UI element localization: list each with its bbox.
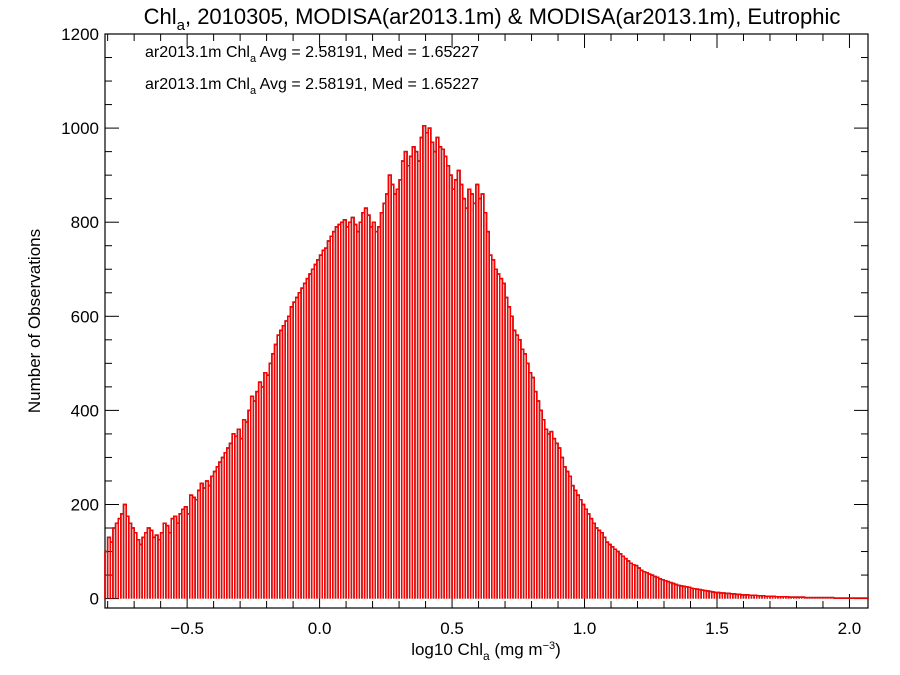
y-tick-label: 0 xyxy=(90,590,99,609)
chart-title: Chla, 2010305, MODISA(ar2013.1m) & MODIS… xyxy=(144,4,841,34)
legend-entry-red: ar2013.1m Chla Avg = 2.58191, Med = 1.65… xyxy=(145,76,479,97)
histogram-series-red xyxy=(104,125,869,599)
x-tick-label: 2.0 xyxy=(838,619,862,638)
x-tick-label: 1.5 xyxy=(705,619,729,638)
x-tick-label: 0.5 xyxy=(440,619,464,638)
plot-frame xyxy=(104,33,869,609)
x-tick-label: 1.0 xyxy=(573,619,597,638)
y-tick-label: 800 xyxy=(71,213,99,232)
x-tick-label: −0.5 xyxy=(170,619,204,638)
x-tick-label: 0.0 xyxy=(308,619,332,638)
y-tick-label: 1000 xyxy=(61,119,99,138)
y-tick-label: 600 xyxy=(71,307,99,326)
y-tick-label: 400 xyxy=(71,401,99,420)
y-tick-labels: 0 200 400 600 800 1000 1200 xyxy=(61,25,99,609)
y-tick-label: 1200 xyxy=(61,25,99,44)
y-tick-label: 200 xyxy=(71,495,99,514)
x-axis-label: log10 Chla (mg m−3) xyxy=(411,640,561,663)
legend-entry-black: ar2013.1m Chla Avg = 2.58191, Med = 1.65… xyxy=(145,44,479,65)
x-tick-labels: −0.5 0.0 0.5 1.0 1.5 2.0 xyxy=(170,619,861,638)
y-axis-label: Number of Observations xyxy=(25,229,44,413)
